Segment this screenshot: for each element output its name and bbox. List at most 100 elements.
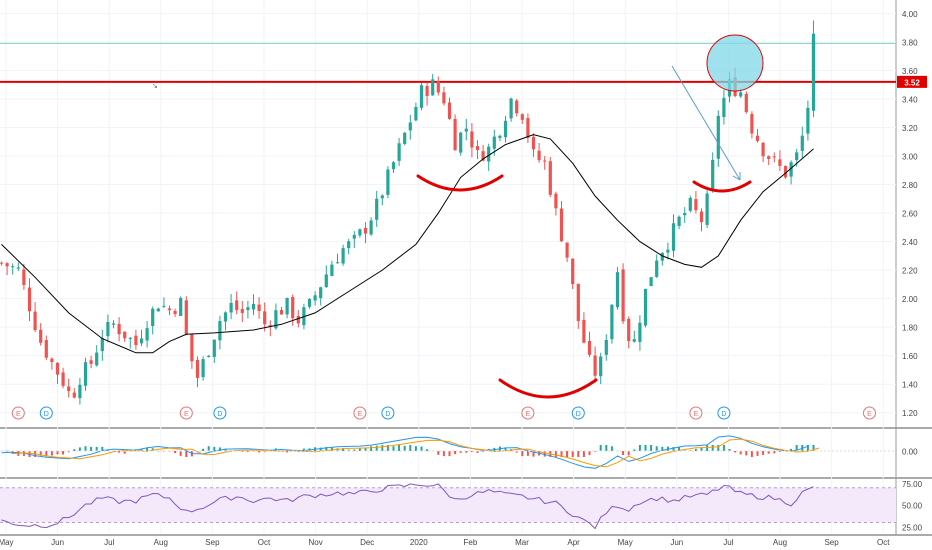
price-tick-label: 2.00	[902, 295, 918, 304]
candle-body	[156, 308, 160, 312]
macd-histogram-bar	[364, 447, 367, 451]
candle-body	[128, 337, 132, 339]
macd-histogram-bar	[599, 445, 602, 451]
candle-body	[666, 249, 670, 253]
candle-body	[386, 169, 390, 195]
event-marker-label: E	[184, 411, 189, 418]
macd-histogram-bar	[470, 451, 473, 453]
candle-body	[694, 199, 698, 211]
candle-body	[475, 146, 480, 151]
earnings-marker[interactable]	[689, 406, 703, 420]
candle-body	[531, 136, 536, 150]
macd-histogram-bar	[672, 447, 675, 451]
candle-body	[559, 208, 564, 242]
macd-histogram-bar	[342, 448, 345, 451]
x-tick-label: Jul	[723, 538, 733, 547]
macd-histogram-bar	[655, 446, 658, 451]
candle-body	[263, 311, 267, 325]
macd-histogram-bar	[123, 451, 126, 454]
macd-histogram-bar	[45, 451, 48, 457]
candle-body	[162, 305, 166, 307]
macd-pane	[0, 435, 896, 469]
dividend-marker[interactable]	[381, 406, 395, 420]
dividend-marker[interactable]	[717, 406, 731, 420]
candle-body	[83, 362, 88, 386]
candle-body	[554, 193, 558, 209]
candle-body	[615, 272, 620, 308]
macd-histogram-bar	[174, 451, 177, 454]
macd-histogram-bar	[694, 448, 697, 451]
macd-histogram-bar	[650, 445, 653, 451]
rsi-line	[1, 483, 814, 530]
candle-body	[576, 283, 580, 322]
macd-histogram-bar	[392, 446, 395, 451]
macd-histogram-bar	[90, 446, 93, 451]
earnings-marker[interactable]	[353, 406, 367, 420]
candle-body	[582, 319, 586, 343]
candle-body	[167, 308, 172, 311]
macd-histogram-bar	[50, 451, 53, 456]
candle-body	[436, 81, 440, 93]
macd-histogram-bar	[773, 451, 776, 454]
candle-body	[587, 340, 592, 355]
macd-histogram-bar	[84, 446, 87, 451]
right-shoulder-arc	[692, 180, 752, 193]
candle-body	[207, 355, 211, 357]
macd-histogram-bar	[739, 451, 742, 455]
macd-histogram-bar	[633, 449, 636, 451]
macd-histogram-bar	[375, 445, 378, 451]
event-marker-label: D	[385, 411, 390, 418]
candle-body	[487, 146, 491, 162]
cursor-icon: ↘	[152, 83, 158, 90]
candle-body	[565, 242, 569, 258]
macd-histogram-bar	[202, 448, 205, 451]
rsi-tick-label: 75.00	[902, 480, 923, 489]
candle-body	[526, 118, 530, 138]
candle-body	[503, 120, 508, 138]
candle-body	[341, 248, 345, 264]
candle-body	[509, 98, 513, 119]
event-marker-label: D	[44, 411, 49, 418]
candle-body	[750, 113, 754, 134]
price-tick-label: 2.60	[902, 210, 918, 219]
candle-body	[11, 266, 15, 268]
macd-histogram-bar	[504, 447, 507, 451]
macd-histogram-bar	[515, 451, 518, 453]
macd-histogram-bar	[179, 451, 182, 456]
macd-histogram-bar	[218, 447, 221, 451]
candle-body	[134, 335, 138, 346]
candle-body	[151, 308, 155, 327]
candle-body	[257, 304, 261, 312]
candle-body	[330, 264, 334, 277]
candle-body	[285, 297, 289, 315]
x-tick-label: Dec	[360, 538, 374, 547]
earnings-marker[interactable]	[11, 406, 25, 420]
earnings-marker[interactable]	[521, 406, 535, 420]
earnings-marker[interactable]	[179, 406, 193, 420]
macd-histogram-bar	[370, 446, 373, 451]
candle-body	[705, 193, 709, 225]
x-tick-label: Jul	[104, 538, 114, 547]
macd-histogram-bar	[722, 445, 725, 451]
dividend-marker[interactable]	[571, 406, 585, 420]
macd-histogram-bar	[409, 445, 412, 451]
dividend-marker[interactable]	[213, 406, 227, 420]
candle-body	[190, 334, 194, 362]
trend-arrow	[671, 65, 741, 181]
x-tick-label: Mar	[515, 538, 529, 547]
x-tick-label: Feb	[464, 538, 478, 547]
candle-body	[324, 274, 328, 287]
candle-body	[638, 322, 642, 342]
grid	[0, 0, 932, 536]
candle-body	[246, 307, 250, 311]
rsi-band-fill	[0, 487, 896, 523]
event-marker-label: D	[217, 411, 222, 418]
candle-body	[123, 331, 127, 339]
axes: 1.20 1.40 1.60 1.80 2.00 2.20 2.40 2.60 2.80 3.00…	[0, 10, 927, 547]
price-tick-label: 3.00	[902, 153, 918, 162]
earnings-marker[interactable]	[863, 406, 876, 420]
macd-histogram-bar	[151, 448, 154, 451]
dividend-marker[interactable]	[39, 406, 53, 420]
candle-body	[755, 135, 760, 141]
